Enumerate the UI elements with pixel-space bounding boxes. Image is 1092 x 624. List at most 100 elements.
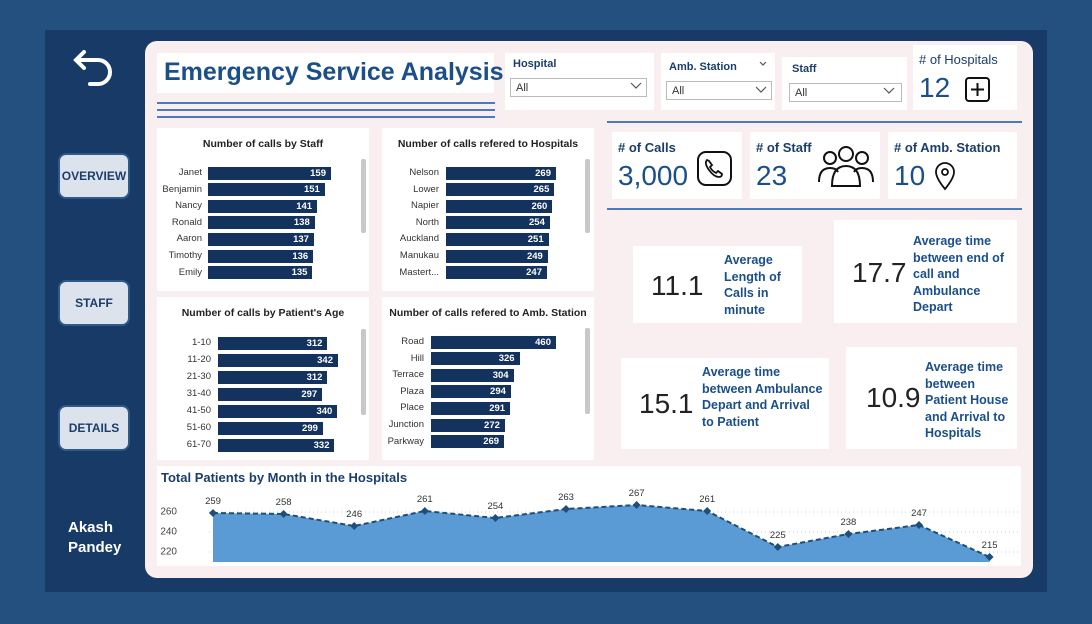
filter[interactable]: Hospital All	[505, 53, 654, 110]
dividers	[607, 121, 1022, 210]
point	[279, 510, 288, 518]
category-label: Aaron	[176, 233, 202, 245]
back-icon[interactable]	[72, 44, 116, 88]
filter[interactable]: Amb. Station All	[661, 53, 775, 110]
bar: 247	[446, 266, 547, 280]
category-label: Nancy	[175, 200, 202, 212]
value-label: 138	[293, 217, 310, 229]
scrollbar	[361, 159, 366, 233]
value-label: 312	[306, 371, 323, 383]
chart-title: Number of calls refered to Hospitals	[397, 138, 579, 150]
category-label: North	[415, 216, 439, 228]
bar: 299	[218, 421, 323, 435]
stat-label: Average time between Ambulance Depart an…	[702, 365, 823, 429]
stat-value: 15.1	[639, 388, 694, 419]
category-label: Auckland	[399, 233, 439, 245]
people-icon	[818, 146, 874, 187]
nav-button[interactable]: OVERVIEW	[58, 153, 130, 199]
bar: 269	[431, 435, 505, 449]
value-label: 332	[313, 439, 330, 451]
bar: 460	[431, 335, 556, 349]
bar: 251	[446, 232, 549, 246]
stat-value: 10.9	[866, 382, 921, 413]
bar: 272	[431, 418, 505, 432]
category-label: Benjamin	[162, 183, 202, 195]
value-label: 261	[699, 494, 715, 505]
category-label: Lower	[413, 183, 439, 195]
page-title: Emergency Service Analysis	[157, 53, 504, 93]
bar: 326	[431, 352, 520, 366]
bar: 141	[208, 199, 318, 213]
bar: 340	[218, 404, 338, 418]
bar: 135	[208, 266, 313, 280]
dropdown[interactable]: All	[510, 78, 647, 97]
filter[interactable]: Staff All	[782, 57, 907, 110]
bar: 254	[446, 216, 550, 230]
user-name: Akash Pandey	[68, 519, 122, 556]
stat-card: 17.7 Average time between end of call an…	[834, 220, 1017, 323]
category-label: Hill	[410, 352, 424, 364]
point	[844, 530, 853, 538]
bar: 342	[218, 353, 338, 367]
category-label: Junction	[388, 419, 424, 430]
point	[985, 553, 994, 561]
nav-button[interactable]: STAFF	[58, 280, 130, 326]
bar: 332	[218, 438, 335, 452]
area	[213, 505, 990, 562]
value-label: 258	[276, 497, 292, 508]
value-label: 254	[529, 217, 545, 229]
stat-label: Average Length of Calls in minute	[724, 253, 781, 317]
value-label: 294	[490, 386, 506, 398]
category-label: 41-50	[186, 405, 211, 416]
bar: 297	[218, 387, 323, 401]
point	[773, 543, 782, 551]
kpi-value: 10	[894, 160, 926, 191]
value-label: 259	[205, 496, 221, 507]
bar-chart: Number of calls refered to Hospitals Nels…	[382, 128, 594, 291]
category-label: 1-10	[191, 337, 211, 348]
kpi-label: # of Staff	[756, 140, 812, 155]
bar: 312	[218, 336, 328, 350]
value-label: 247	[526, 267, 542, 279]
value-label: 238	[840, 517, 856, 528]
bar: 138	[208, 216, 315, 230]
stat-value: 11.1	[651, 270, 704, 301]
category-label: Mastert...	[399, 266, 439, 278]
bar: 159	[208, 166, 331, 180]
stat-card: 11.1 Average Length of Calls in minute	[633, 246, 802, 323]
category-label: Plaza	[400, 385, 424, 397]
filter-label: Amb. Station	[669, 61, 737, 73]
value-label: 141	[296, 200, 313, 212]
bar-chart: Number of calls by Patient's Age 1-10 312 1…	[157, 297, 369, 460]
value-label: 460	[535, 336, 551, 348]
value-label: 251	[527, 233, 544, 245]
chart-title: Number of calls by Staff	[202, 138, 324, 150]
kpi-card: # of Calls 3,000	[612, 132, 742, 199]
value-label: 246	[346, 509, 362, 520]
value-label: 342	[317, 354, 333, 366]
kpi-label: # of Calls	[618, 140, 676, 155]
pin-icon	[935, 162, 955, 191]
stat-card: 10.9 Average time between Patient House …	[846, 347, 1017, 449]
dropdown[interactable]: All	[666, 81, 772, 100]
point	[350, 522, 359, 530]
kpi-card: # of Staff 23	[750, 132, 880, 199]
bar: 260	[446, 199, 553, 213]
bar: 151	[208, 183, 325, 197]
dropdown[interactable]: All	[789, 83, 902, 102]
category-label: 51-60	[186, 422, 211, 433]
category-label: Timothy	[168, 250, 202, 261]
chart-title: Total Patients by Month in the Hospitals	[161, 470, 408, 485]
nav-button[interactable]: DETAILS	[58, 405, 130, 451]
category-label: 61-70	[186, 439, 211, 450]
category-label: Parkway	[387, 435, 424, 447]
bar: 294	[431, 385, 511, 399]
category-label: 31-40	[186, 388, 211, 399]
bar: 136	[208, 249, 314, 263]
category-label: 11-20	[187, 354, 211, 365]
category-label: Manukau	[399, 250, 439, 261]
bar: 291	[431, 401, 511, 415]
kpi-label: # of Hospitals	[919, 52, 998, 67]
value-label: 254	[487, 501, 503, 512]
bar: 249	[446, 249, 548, 263]
